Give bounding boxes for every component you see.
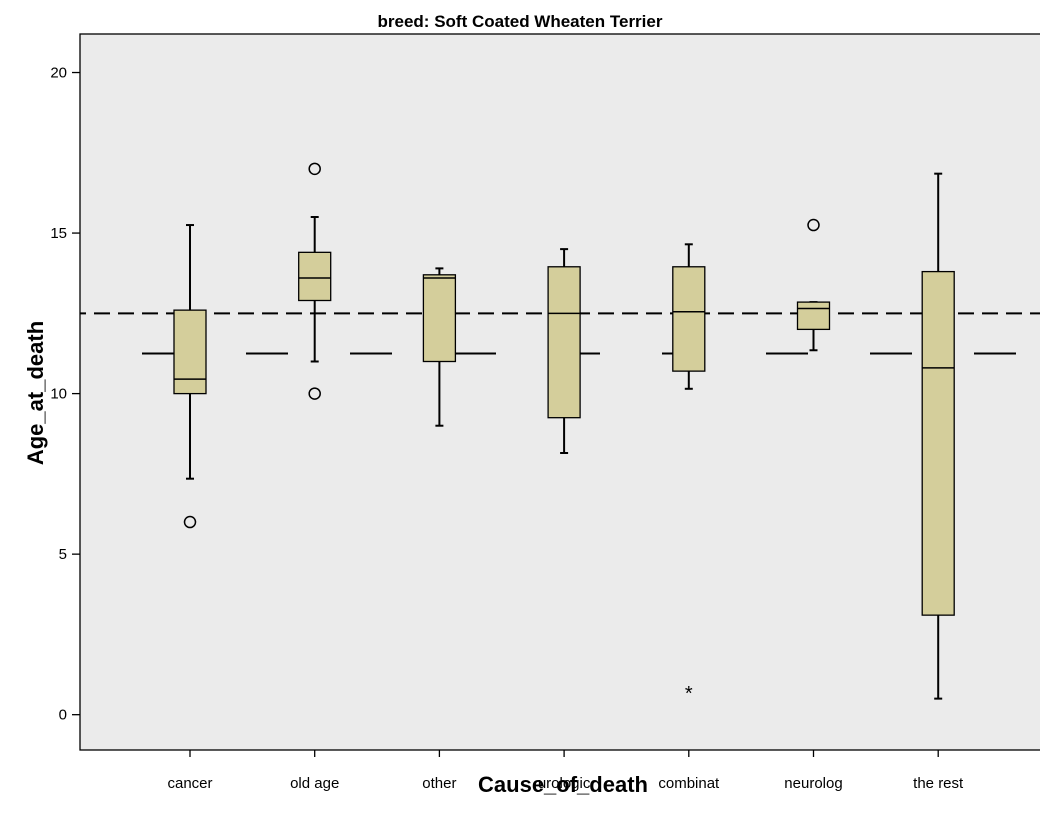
box-iqr bbox=[547, 266, 581, 419]
y-axis-title: Age_at_death bbox=[23, 321, 48, 465]
x-axis-title: Cause_of_death bbox=[478, 772, 648, 797]
box-cancer bbox=[173, 224, 207, 529]
y-tick-label: 10 bbox=[50, 386, 67, 403]
box-other bbox=[422, 267, 457, 427]
box-iqr bbox=[422, 274, 457, 363]
chart-title: breed: Soft Coated Wheaten Terrier bbox=[378, 12, 663, 31]
x-tick-label: urologic bbox=[538, 775, 591, 792]
box-iqr bbox=[921, 270, 955, 616]
y-tick-label: 0 bbox=[59, 707, 67, 724]
y-axis: 0 5 10 15 20 bbox=[50, 65, 80, 724]
box-urologic bbox=[547, 248, 581, 455]
extreme-point: * bbox=[685, 683, 693, 705]
box-iqr bbox=[672, 266, 706, 372]
outlier-point bbox=[308, 387, 321, 400]
box-series: * bbox=[173, 162, 955, 705]
x-tick-label: combinat bbox=[658, 775, 720, 792]
x-tick-label: the rest bbox=[913, 775, 964, 792]
outlier-point bbox=[807, 218, 820, 232]
outlier-point bbox=[183, 515, 197, 529]
x-tick-label: other bbox=[422, 775, 456, 792]
box-neurolog bbox=[796, 218, 831, 352]
y-tick-label: 20 bbox=[50, 65, 67, 82]
box-combinat: * bbox=[672, 243, 706, 705]
x-axis: cancer old age other urologic combinat neurol… bbox=[167, 750, 964, 792]
y-tick-label: 5 bbox=[59, 546, 67, 563]
x-tick-label: neurolog bbox=[784, 775, 842, 792]
box-iqr bbox=[173, 309, 207, 395]
box-old-age bbox=[298, 162, 332, 400]
x-tick-label: cancer bbox=[167, 775, 212, 792]
box-iqr bbox=[298, 251, 332, 302]
x-tick-label: old age bbox=[290, 775, 339, 792]
box-the-rest bbox=[921, 172, 955, 700]
outlier-point bbox=[308, 162, 321, 176]
y-tick-label: 15 bbox=[50, 225, 67, 242]
box-iqr bbox=[796, 301, 831, 331]
